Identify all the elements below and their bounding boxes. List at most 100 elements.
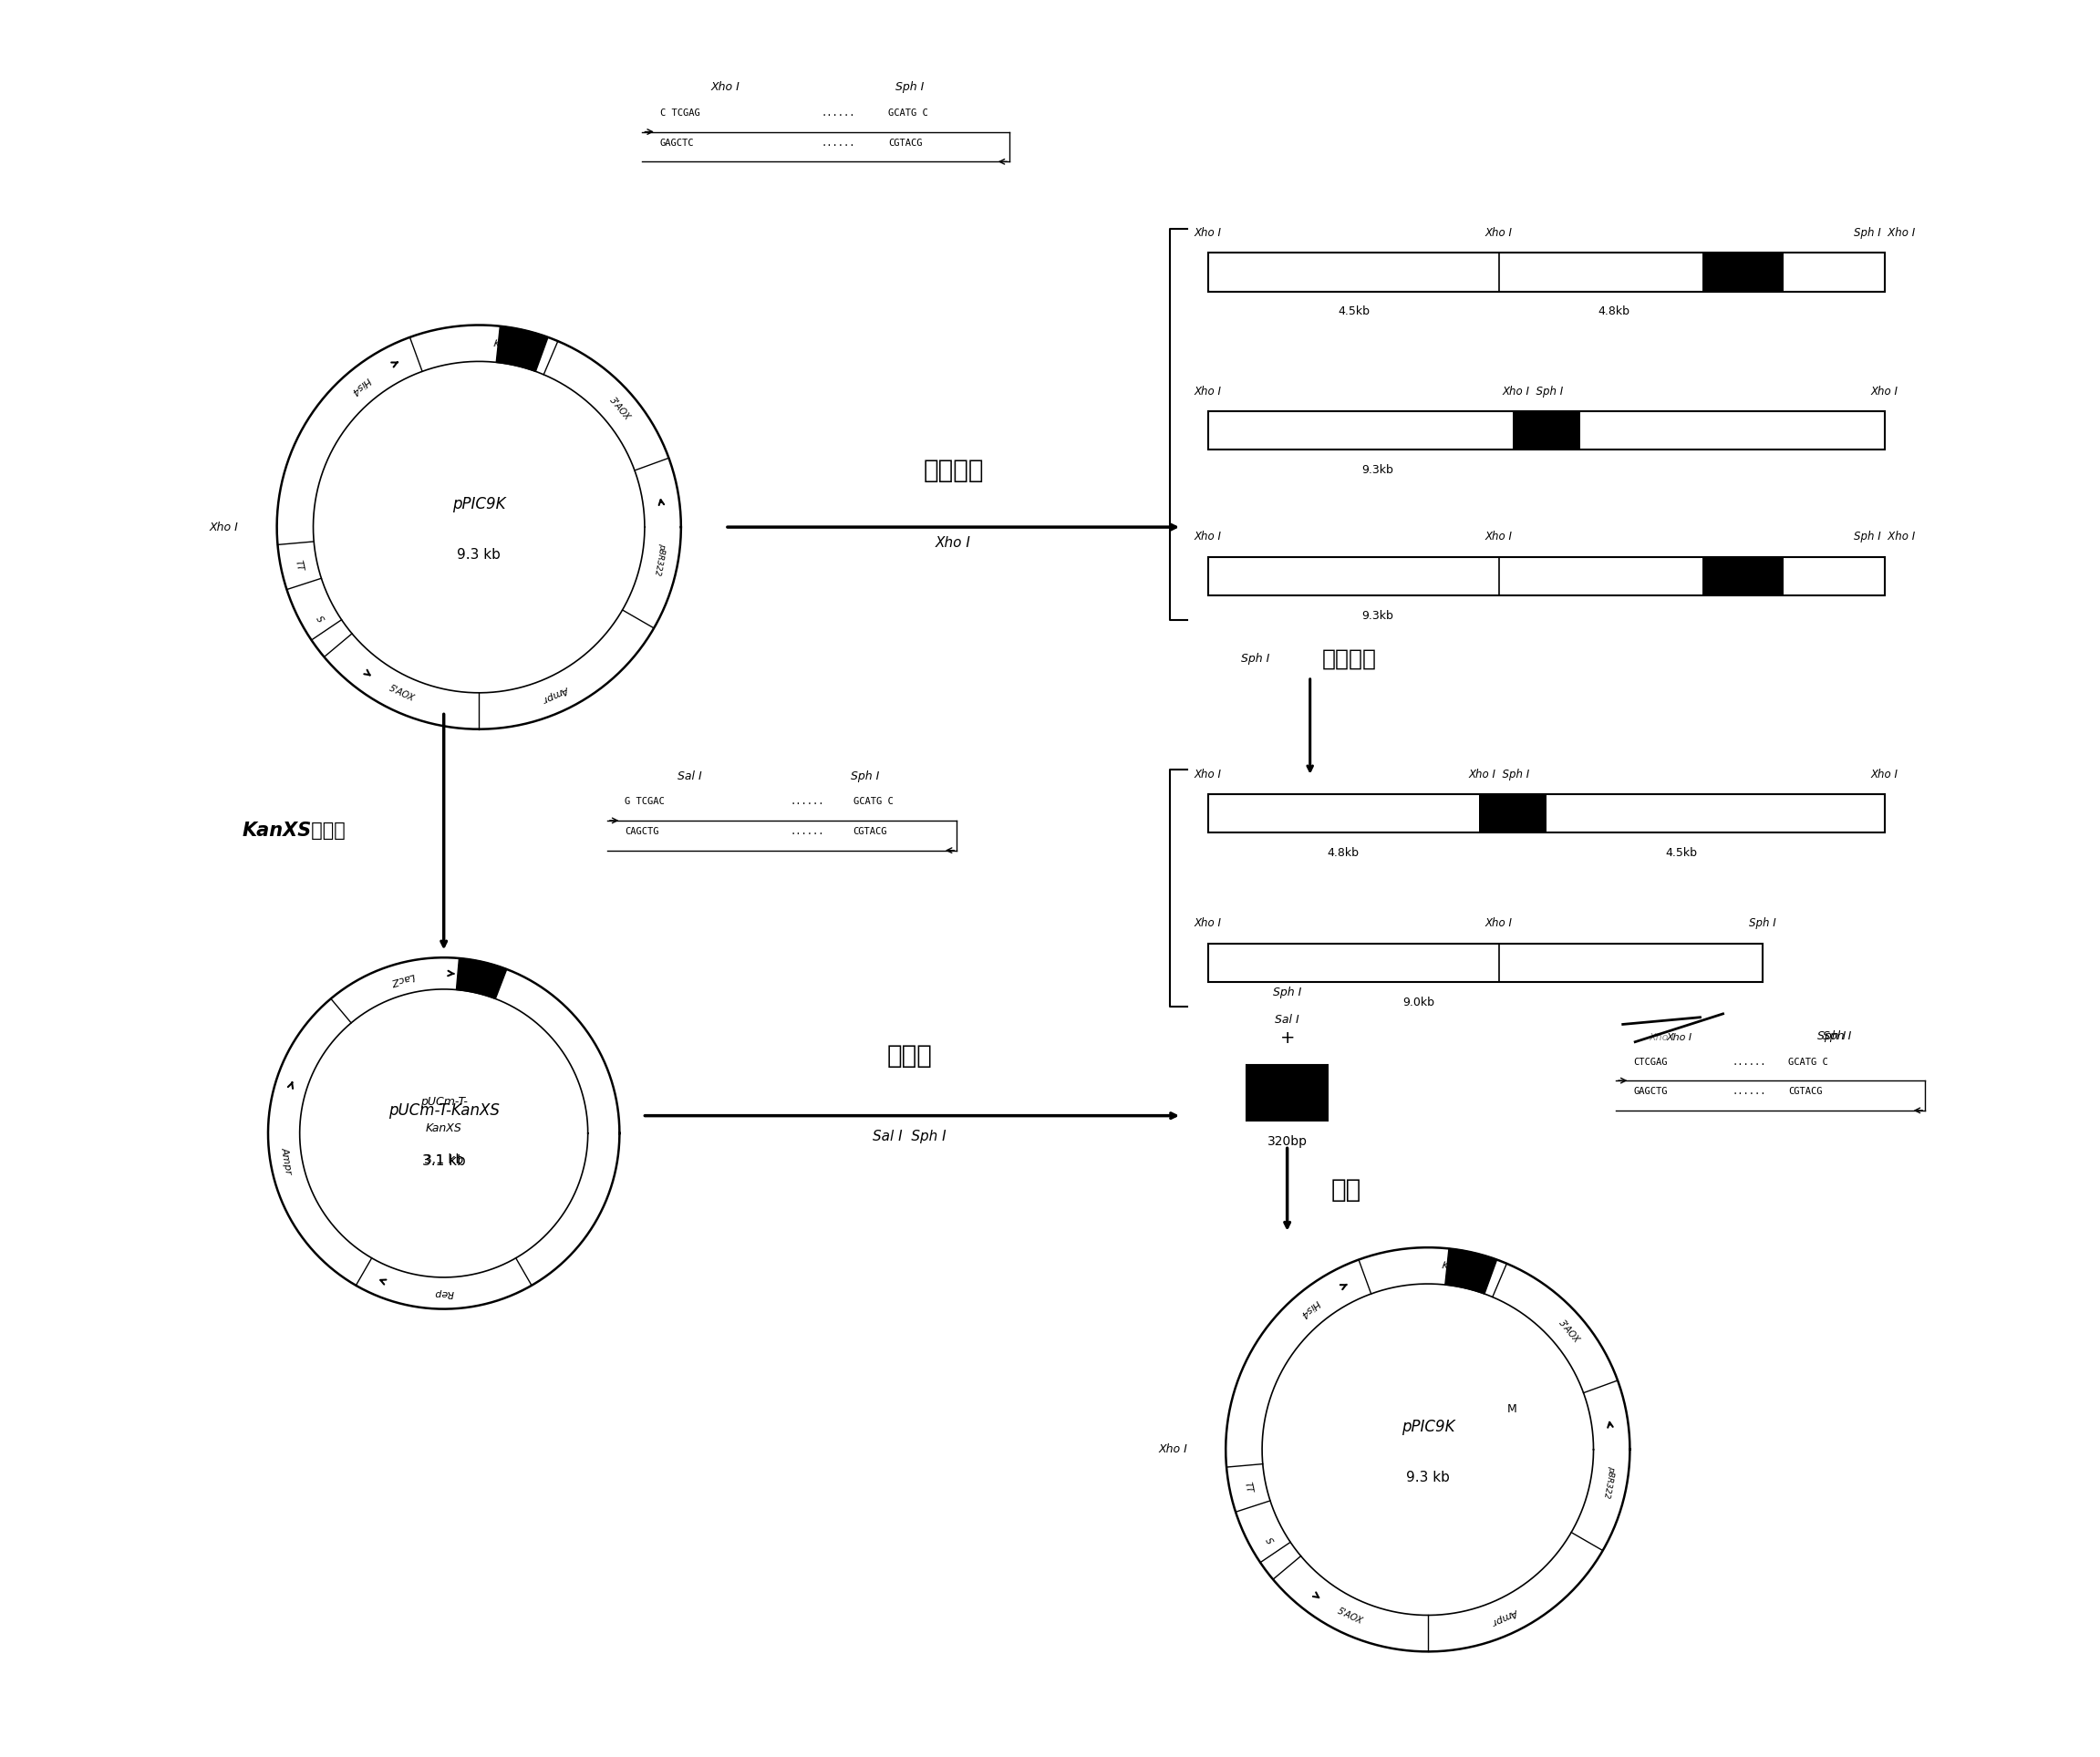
Text: S: S <box>1264 1537 1275 1546</box>
Text: KanXS的克隆: KanXS的克隆 <box>244 822 346 840</box>
Text: +: + <box>1279 1030 1296 1047</box>
Text: 9.3 kb: 9.3 kb <box>458 548 500 562</box>
Text: 3'AOX: 3'AOX <box>1556 1318 1581 1344</box>
Text: CTCGAG: CTCGAG <box>1634 1058 1667 1066</box>
Text: 3.1 kb: 3.1 kb <box>424 1153 464 1167</box>
Bar <box>1208 944 1762 982</box>
Text: Sph I: Sph I <box>1273 986 1302 998</box>
Text: Rep: Rep <box>435 1288 454 1298</box>
Bar <box>1247 1065 1327 1121</box>
Text: GCATG C: GCATG C <box>888 109 928 118</box>
Text: Sal I: Sal I <box>1275 1014 1300 1026</box>
Text: GAGCTC: GAGCTC <box>659 139 695 148</box>
Text: Xho I: Xho I <box>1665 1033 1693 1042</box>
Text: C TCGAG: C TCGAG <box>659 109 699 118</box>
Text: GAGCTG: GAGCTG <box>1634 1088 1667 1096</box>
Text: Ampr: Ampr <box>279 1147 294 1175</box>
Text: Ampr: Ampr <box>1491 1606 1520 1627</box>
Text: CGTACG: CGTACG <box>853 828 888 836</box>
Text: Xho I: Xho I <box>210 522 239 532</box>
Text: Xho I: Xho I <box>1195 227 1222 239</box>
Text: Sph I: Sph I <box>1819 1030 1846 1042</box>
Bar <box>1208 557 1884 596</box>
Text: Xho I: Xho I <box>1159 1444 1186 1455</box>
Text: Xho I: Xho I <box>1195 385 1222 397</box>
Text: His4: His4 <box>349 376 372 397</box>
Text: Sph I: Sph I <box>1241 654 1270 664</box>
Text: His4: His4 <box>1298 1298 1321 1320</box>
Text: 9.3 kb: 9.3 kb <box>1407 1471 1449 1485</box>
Text: LacZ: LacZ <box>388 972 416 986</box>
Text: ......: ...... <box>790 828 823 836</box>
Text: S: S <box>315 615 326 624</box>
Polygon shape <box>456 958 506 998</box>
Text: pPIC9K: pPIC9K <box>452 495 506 513</box>
Text: Xho I: Xho I <box>1648 1033 1674 1042</box>
Text: 9.0kb: 9.0kb <box>1403 996 1434 1009</box>
Text: 320bp: 320bp <box>1266 1135 1308 1147</box>
Text: Sph I  Xho I: Sph I Xho I <box>1854 531 1915 543</box>
Text: Xho I: Xho I <box>1485 227 1512 239</box>
Text: 完全酶切: 完全酶切 <box>1323 648 1378 669</box>
Text: G TCGAC: G TCGAC <box>626 798 666 806</box>
Bar <box>1701 557 1783 596</box>
Text: 9.3kb: 9.3kb <box>1361 464 1392 476</box>
Text: Sph I: Sph I <box>1823 1030 1852 1042</box>
Text: Kanr: Kanr <box>1441 1262 1466 1274</box>
Text: pBR322: pBR322 <box>1602 1465 1615 1499</box>
Text: CGTACG: CGTACG <box>1787 1088 1823 1096</box>
Text: GCATG C: GCATG C <box>1787 1058 1827 1066</box>
Text: Xho I: Xho I <box>1648 1033 1674 1042</box>
Bar <box>1701 253 1783 292</box>
Text: 连接: 连接 <box>1331 1177 1361 1202</box>
Text: ......: ...... <box>1732 1088 1766 1096</box>
Text: Sph I  Xho I: Sph I Xho I <box>1854 227 1915 239</box>
Text: ......: ...... <box>821 109 857 118</box>
Text: ......: ...... <box>1732 1058 1766 1066</box>
Text: CGTACG: CGTACG <box>888 139 922 148</box>
Bar <box>1512 411 1579 450</box>
Text: Xho I: Xho I <box>1195 768 1222 780</box>
Text: Xho I: Xho I <box>710 81 739 93</box>
Text: GCATG C: GCATG C <box>853 798 892 806</box>
Text: Sph I: Sph I <box>1749 917 1777 929</box>
Text: 3.1 kb: 3.1 kb <box>422 1154 466 1168</box>
Text: Xho I: Xho I <box>1485 531 1512 543</box>
Text: TT: TT <box>1243 1481 1254 1493</box>
Bar <box>1478 794 1546 833</box>
Text: 4.8kb: 4.8kb <box>1327 847 1359 859</box>
Text: 5'AOX: 5'AOX <box>386 683 416 703</box>
Text: Xho I: Xho I <box>1195 917 1222 929</box>
Text: M: M <box>1508 1404 1516 1414</box>
Text: Kanr: Kanr <box>491 339 517 351</box>
Text: 9.3kb: 9.3kb <box>1361 610 1392 622</box>
Text: Sal I  Sph I: Sal I Sph I <box>874 1130 947 1144</box>
Text: pPIC9K: pPIC9K <box>1401 1418 1455 1435</box>
Text: Xho I: Xho I <box>1485 917 1512 929</box>
Text: Xho I  Sph I: Xho I Sph I <box>1468 768 1529 780</box>
Text: 4.8kb: 4.8kb <box>1598 306 1630 318</box>
Text: ......: ...... <box>790 798 823 806</box>
Text: Xho I: Xho I <box>1871 768 1898 780</box>
Text: Ampr: Ampr <box>542 683 571 705</box>
Text: Sal I: Sal I <box>678 770 701 782</box>
Text: CAGCTG: CAGCTG <box>626 828 659 836</box>
Text: 双酶切: 双酶切 <box>886 1042 932 1068</box>
Text: 4.5kb: 4.5kb <box>1338 306 1369 318</box>
Text: 5'AOX: 5'AOX <box>1336 1606 1365 1625</box>
Text: 4.5kb: 4.5kb <box>1665 847 1697 859</box>
Text: 部分酶切: 部分酶切 <box>924 457 983 483</box>
Text: KanXS: KanXS <box>426 1123 462 1133</box>
Text: ......: ...... <box>821 139 857 148</box>
Polygon shape <box>1445 1249 1497 1293</box>
Text: pBR322: pBR322 <box>653 543 668 576</box>
Text: Xho I: Xho I <box>1195 531 1222 543</box>
Text: Xho I: Xho I <box>1871 385 1898 397</box>
Text: pUCm-T-: pUCm-T- <box>420 1096 468 1107</box>
Bar <box>1208 794 1884 833</box>
Bar <box>1208 411 1884 450</box>
Text: 3'AOX: 3'AOX <box>607 395 632 422</box>
Text: Sph I: Sph I <box>850 770 880 782</box>
Text: Xho I  Sph I: Xho I Sph I <box>1502 385 1565 397</box>
Text: TT: TT <box>294 559 304 571</box>
